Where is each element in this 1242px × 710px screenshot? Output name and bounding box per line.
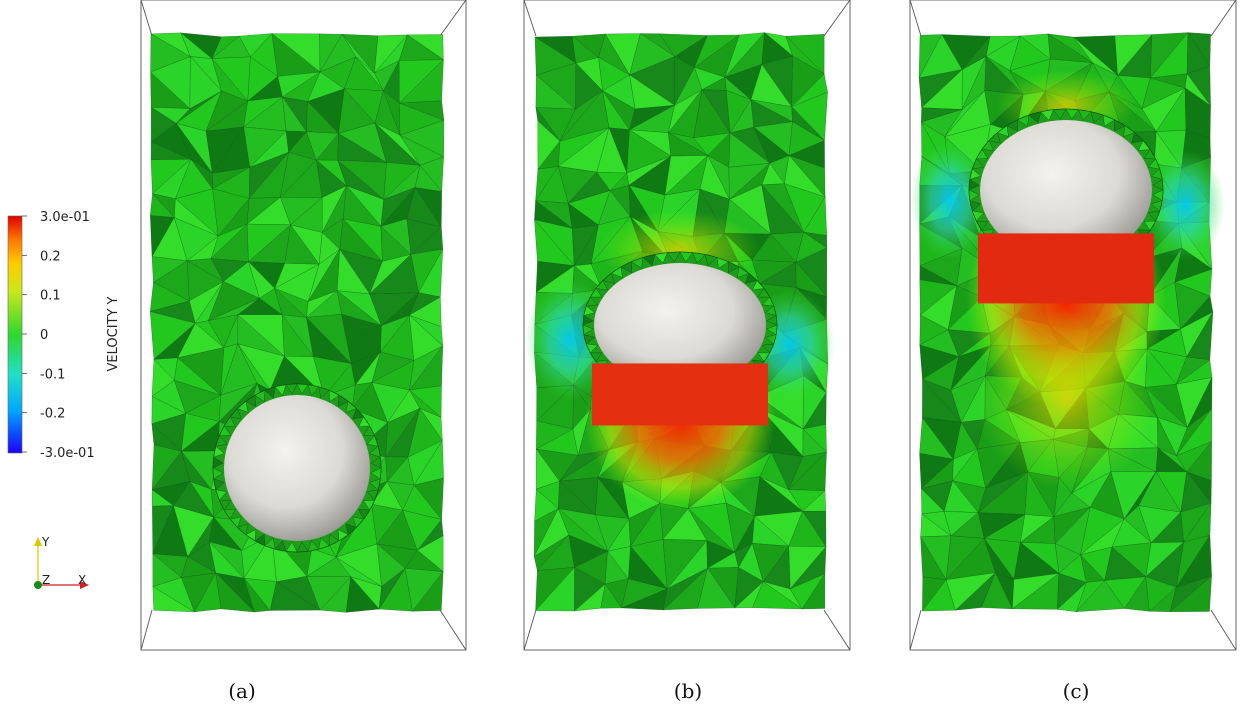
panel-c <box>909 0 1237 651</box>
sphere <box>224 395 370 541</box>
sphere-wake-cut <box>978 233 1154 304</box>
colorbar-tick-label: -0.1 <box>40 367 65 382</box>
colorbar-tick-label: -0.2 <box>40 407 65 422</box>
sphere-wake-cut <box>592 363 768 426</box>
colorbar-tick-label: 0 <box>40 328 48 343</box>
axes-triad: Y Z X <box>34 535 89 589</box>
x-axis-arrow <box>80 581 89 589</box>
domain-box <box>909 0 1237 651</box>
x-axis-label: X <box>78 573 86 587</box>
z-axis-label: Z <box>42 573 50 587</box>
panels <box>140 0 1237 651</box>
fluid-mesh <box>149 32 445 613</box>
y-axis-arrow <box>34 537 42 546</box>
colorbar-tick-label: -3.0e-01 <box>40 446 95 461</box>
z-axis-dot <box>34 581 42 589</box>
caption-c: (c) <box>1063 679 1090 703</box>
caption-b: (b) <box>674 679 702 703</box>
caption-a: (a) <box>228 679 256 703</box>
colorbar-tick-labels: 3.0e-01 0.2 0.1 0 -0.1 -0.2 -3.0e-01 <box>22 210 95 461</box>
colorbar-tick-label: 0.1 <box>40 289 61 304</box>
panel-a <box>140 0 467 651</box>
domain-box <box>140 0 467 651</box>
sphere <box>980 120 1152 260</box>
domain-box <box>523 0 851 651</box>
colorbar-tick-label: 0.2 <box>40 249 61 264</box>
colorbar: 3.0e-01 0.2 0.1 0 -0.1 -0.2 -3.0e-01 VELOCITY … <box>7 210 121 461</box>
colorbar-gradient <box>7 215 23 454</box>
colorbar-tick-label: 3.0e-01 <box>40 210 90 225</box>
panel-b <box>523 0 851 651</box>
sphere <box>594 263 766 387</box>
colorbar-title: VELOCITY Y <box>106 296 121 371</box>
y-axis-label: Y <box>41 535 50 549</box>
